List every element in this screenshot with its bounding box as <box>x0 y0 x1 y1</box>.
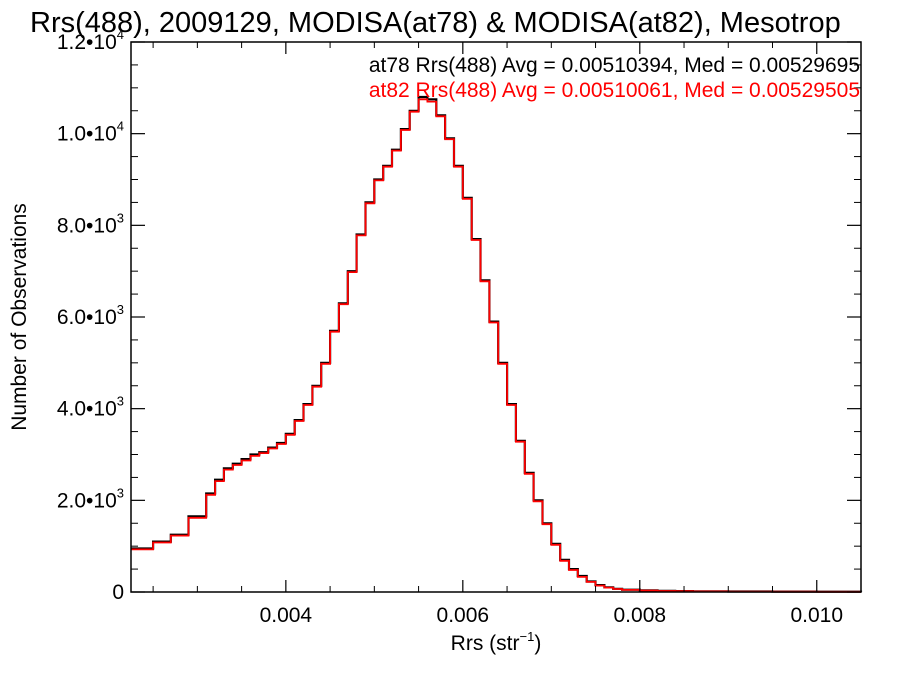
x-axis-label: Rrs (str−1) <box>451 629 542 655</box>
series-layer <box>131 95 863 593</box>
y-tick-label: 1.0•104 <box>57 119 124 146</box>
plot-frame <box>130 41 862 593</box>
tick-layer: 0.004 0.006 0.008 0.01002.0•1034.0•1036.0•1… <box>57 27 862 627</box>
x-axis-label-end: ) <box>534 632 541 655</box>
series-line-at78 <box>131 95 863 593</box>
y-tick-label-exponent: 4 <box>117 27 124 42</box>
y-tick-label: 8.0•103 <box>57 210 124 237</box>
y-tick-label: 4.0•103 <box>57 394 124 421</box>
x-axis-label-superscript: −1 <box>520 629 535 644</box>
y-tick-label: 6.0•103 <box>57 302 124 329</box>
plot-area: 0.004 0.006 0.008 0.01002.0•1034.0•1036.0•1… <box>57 27 863 627</box>
y-tick-label-exponent: 4 <box>117 119 124 134</box>
y-tick-label-mantissa: 8.0•10 <box>57 214 117 237</box>
y-tick-label-mantissa: 1.2•10 <box>57 31 117 54</box>
x-tick-label: 0.004 <box>260 604 313 627</box>
y-tick-label: 1.2•104 <box>57 27 124 54</box>
y-tick-label-exponent: 3 <box>117 210 124 225</box>
x-tick-label: 0.008 <box>614 604 667 627</box>
y-tick-label: 2.0•103 <box>57 485 124 512</box>
legend-entry-at82: at82 Rrs(488) Avg = 0.00510061, Med = 0.… <box>369 79 860 102</box>
x-tick-label: 0.006 <box>437 604 490 627</box>
y-tick-label-exponent: 3 <box>117 302 124 317</box>
y-tick-label-mantissa: 1.0•10 <box>57 123 117 146</box>
x-axis-label-main: Rrs (str <box>451 632 520 655</box>
y-tick-label-mantissa: 4.0•10 <box>57 398 117 421</box>
y-tick-label-mantissa: 0 <box>112 581 124 604</box>
chart-title: Rrs(488), 2009129, MODISA(at78) & MODISA… <box>30 7 841 39</box>
y-tick-label-mantissa: 2.0•10 <box>57 489 117 512</box>
y-axis-label: Number of Observations <box>8 203 31 431</box>
y-tick-label: 0 <box>112 581 124 604</box>
y-tick-label-exponent: 3 <box>117 485 124 500</box>
series-line-at82 <box>131 98 861 593</box>
y-tick-label-exponent: 3 <box>117 394 124 409</box>
legend-entry-at78: at78 Rrs(488) Avg = 0.00510394, Med = 0.… <box>369 54 860 77</box>
y-tick-label-mantissa: 6.0•10 <box>57 306 117 329</box>
x-tick-label: 0.010 <box>790 604 843 627</box>
